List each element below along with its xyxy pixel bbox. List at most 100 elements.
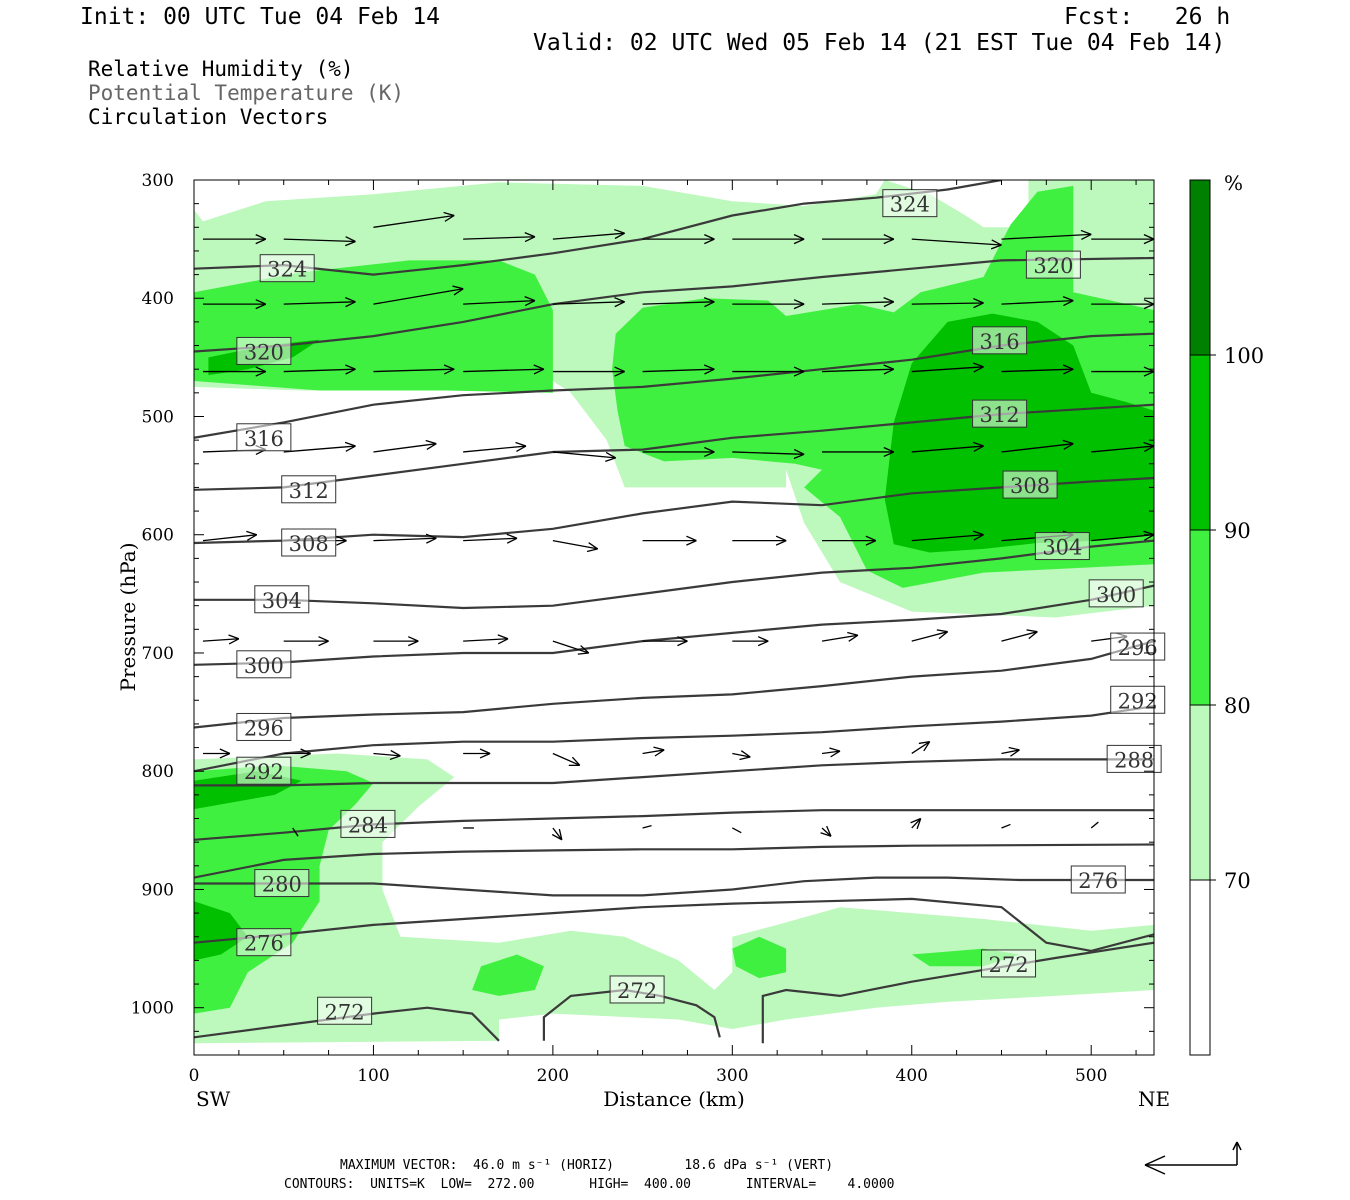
circulation-vector [911,741,931,755]
plot-frame [193,179,1155,1056]
theta-label-text: 316 [244,427,284,451]
circulation-vector [283,236,356,247]
rh-region-80 [732,936,787,979]
circulation-vector [1001,823,1011,829]
y-tick-label: 900 [142,880,174,900]
circulation-vector [552,228,625,240]
circulation-vector [732,299,805,310]
circulation-vector [1001,296,1074,307]
circulation-vectors [202,211,1154,841]
rh-region-90 [884,313,1154,553]
theta-label-320: 320 [1025,250,1081,279]
theta-label-text: 304 [262,589,302,613]
circulation-vector [732,750,751,761]
theta-label-text: 312 [289,479,329,503]
colorbar-segment [1189,704,1211,881]
circulation-vector [552,752,581,767]
theta-label-text: 316 [980,330,1020,354]
circulation-vector [283,297,356,308]
theta-label-304: 304 [254,585,310,614]
theta-label-text: 324 [890,193,930,217]
colorbar-segment [1189,354,1211,531]
circulation-vector [463,533,518,544]
theta-contour-line [194,1006,500,1042]
circulation-vector [1091,299,1154,310]
theta-label-text: 320 [244,340,284,364]
circulation-vector [1001,229,1092,240]
theta-label-280: 280 [254,869,310,898]
y-tick-label: 300 [142,171,174,191]
theta-label-text: 280 [262,873,302,897]
y-tick-label: 1000 [131,999,174,1019]
y-tick-label: 400 [142,289,174,309]
theta-contour-line [194,256,1154,353]
circulation-vector [642,297,715,308]
circulation-vector [202,299,267,310]
forecast-hour: Fcst: 26 h [1064,4,1231,30]
circulation-vector [283,636,329,647]
theta-label-296: 296 [236,712,292,741]
theta-label-272: 272 [981,949,1037,978]
circulation-vector [283,364,356,375]
circulation-vector [373,636,419,647]
circulation-vector [373,749,401,761]
circulation-vector [1090,821,1099,829]
x-tick-label: 400 [896,1066,928,1086]
max-vector-note: MAXIMUM VECTOR: 46.0 m s⁻¹ (HORIZ) 18.6 … [340,1158,834,1173]
circulation-vector [1001,746,1020,757]
legend-rh: Relative Humidity (%) [88,57,354,81]
circulation-vector [821,631,859,642]
circulation-vector [911,238,1002,250]
y-axis-label: Pressure (hPa) [116,543,140,692]
theta-label-text: 308 [289,532,329,556]
circulation-vector [911,362,984,373]
circulation-vector [551,827,563,841]
theta-label-text: 272 [617,979,657,1003]
theta-contour-line [194,640,1154,729]
circulation-vector [822,297,895,308]
theta-label-308: 308 [1002,470,1058,499]
theta-label-text: 320 [1033,254,1073,278]
theta-label-292: 292 [236,756,292,785]
theta-label-text: 272 [325,1000,365,1024]
colorbar-level-label: 70 [1224,869,1251,893]
circulation-vector [283,441,356,453]
theta-label-text: 312 [980,403,1020,427]
circulation-vector [373,364,455,375]
theta-labels: 324 324 320 320 316 316 312 312 308 308 304 304 300 3… [236,189,1166,1025]
theta-contour-line [194,403,1154,491]
circulation-vector [732,827,742,834]
circulation-vector [552,297,625,308]
colorbar-segment [1189,879,1211,1056]
theta-label-276: 276 [236,928,292,957]
theta-label-text: 304 [1042,536,1082,560]
circulation-vector [463,364,545,375]
theta-label-316: 316 [972,326,1028,355]
circulation-vector [822,234,895,245]
circulation-vector [1001,629,1038,642]
circulation-vector [822,364,895,375]
circulation-vector [820,825,832,837]
theta-contour-line [194,843,1154,879]
colorbar: 70 80 90 100 [1189,179,1264,1056]
circulation-vector [1001,364,1074,375]
colorbar-unit: % [1224,171,1243,195]
theta-contour-line [194,705,1154,773]
x-tick-label: 200 [537,1066,569,1086]
theta-label-text: 292 [1118,689,1158,713]
theta-label-312: 312 [972,399,1028,428]
axis-ticks: 0 100 200 300 400 500 300 400 500 600 700 800 900 100… [131,171,1154,1086]
theta-contour-line [194,758,1154,787]
circulation-vector [821,747,841,758]
circulation-vector [910,817,922,830]
circulation-vector [732,366,805,377]
theta-label-text: 300 [244,654,284,678]
circulation-vector [911,530,984,542]
legend-vectors: Circulation Vectors [88,105,329,129]
x-tick-label: 100 [357,1066,389,1086]
init-time: Init: 00 UTC Tue 04 Feb 14 [80,4,441,30]
colorbar-segment [1189,529,1211,706]
x-tick-label: 500 [1075,1066,1107,1086]
circulation-vector [552,366,625,377]
theta-label-324: 324 [259,254,315,283]
